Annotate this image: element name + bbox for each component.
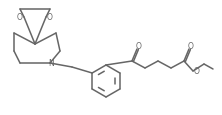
Text: O: O <box>136 42 142 51</box>
Text: O: O <box>188 42 194 51</box>
Text: O: O <box>17 13 23 22</box>
Text: N: N <box>48 58 54 67</box>
Text: O: O <box>194 67 200 76</box>
Text: O: O <box>47 13 53 22</box>
